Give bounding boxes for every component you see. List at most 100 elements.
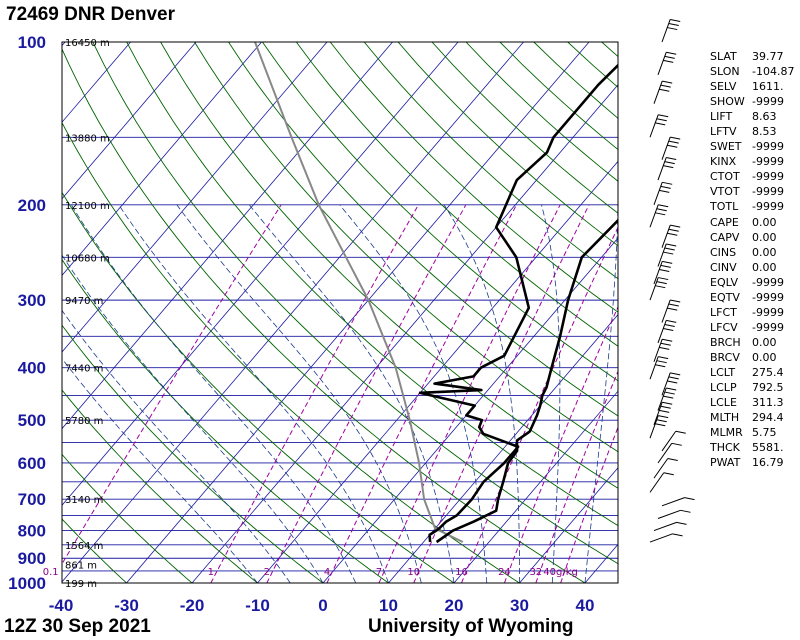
- temperature-tick-label: 10: [379, 596, 398, 615]
- isotherm-line: [191, 84, 618, 583]
- height-label: 12100 m: [65, 201, 110, 212]
- wind-barb-flag: [655, 212, 666, 216]
- observation-date: 12Z 30 Sep 2021: [4, 616, 151, 637]
- wind-barb-staff: [661, 19, 671, 43]
- wind-barb-icon: [653, 457, 678, 479]
- wind-barb-flag: [660, 264, 671, 268]
- wind-barb-icon: [661, 299, 681, 323]
- wind-barb-staff: [661, 430, 677, 452]
- wind-barb-staff: [657, 443, 673, 464]
- wind-barb-flag: [670, 224, 681, 228]
- moist-adiabat-line: [176, 204, 422, 583]
- index-row: LCLT 275.4: [710, 365, 794, 380]
- wind-barb-flag: [660, 84, 671, 88]
- wind-barb-icon: [649, 415, 669, 439]
- wind-barb-flag: [664, 161, 675, 165]
- wind-barb-flag: [663, 59, 674, 63]
- wind-barb-flag: [663, 165, 674, 169]
- wind-barb-flag: [659, 189, 670, 193]
- wind-barb-flag: [659, 268, 670, 272]
- wind-barb-icon: [649, 356, 669, 380]
- index-row: EQLV -9999: [710, 275, 794, 290]
- wind-barb-flag: [658, 415, 669, 419]
- index-key: SLON: [710, 65, 740, 79]
- wind-barb-flag: [668, 23, 679, 26]
- wind-barb-staff: [661, 136, 671, 160]
- wind-barb-icon: [661, 18, 681, 43]
- wind-barb-flag: [662, 80, 673, 84]
- index-value: 5.75: [752, 426, 777, 440]
- index-value: 0.00: [752, 215, 777, 229]
- dry-adiabat-line: [62, 389, 258, 583]
- wind-barb-staff: [661, 497, 685, 507]
- wind-barb-flag: [671, 442, 682, 446]
- index-key: LFCT: [710, 305, 737, 319]
- dry-adiabat-line: [62, 258, 389, 583]
- wind-barb-flag: [664, 323, 675, 327]
- moist-adiabat-line: [118, 204, 389, 583]
- index-value: -9999: [752, 170, 784, 184]
- wind-barb-flag: [662, 338, 673, 342]
- index-row: TOTL -9999: [710, 199, 794, 214]
- mixing-ratio-line: [62, 204, 282, 565]
- wind-barb-icon: [661, 372, 681, 396]
- isotherm-line: [519, 467, 618, 583]
- index-row: BRCH 0.00: [710, 335, 794, 350]
- wind-barb-staff: [653, 182, 663, 206]
- wind-barb-flag: [658, 356, 669, 360]
- wind-barb-flag: [662, 181, 673, 185]
- height-label: 199 m: [65, 579, 97, 590]
- pressure-tick-label: 100: [18, 33, 46, 52]
- mixing-ratio-line: [378, 204, 561, 583]
- wind-barb-staff: [657, 157, 667, 181]
- isotherm-line: [62, 42, 197, 200]
- index-value: 8.63: [752, 110, 777, 124]
- mixing-ratio-label: 10: [407, 567, 420, 578]
- wind-barb-icon: [657, 157, 677, 181]
- wind-barb-staff: [653, 402, 663, 425]
- wind-barb-icon: [661, 430, 686, 452]
- wind-barb-flag: [680, 509, 691, 513]
- height-label: 3140 m: [65, 495, 103, 506]
- wind-barb-flag: [655, 285, 666, 289]
- index-value: -9999: [752, 200, 784, 214]
- wind-barb-staff: [653, 261, 663, 285]
- dry-adiabat-line: [62, 121, 520, 583]
- dry-adiabat-line: [262, 42, 618, 382]
- wind-barb-flag: [664, 391, 675, 395]
- temperature-tick-label: 30: [510, 596, 529, 615]
- wind-barb-flag: [663, 472, 674, 476]
- dry-adiabat-line: [62, 324, 324, 583]
- index-row: SLAT 39.77: [710, 49, 794, 64]
- index-key: CTOT: [710, 170, 740, 184]
- wind-barb-staff: [661, 299, 671, 323]
- wind-barb-icon: [657, 51, 677, 76]
- wind-barb-flag: [666, 319, 677, 323]
- index-value: 294.4: [752, 411, 784, 425]
- wind-barb-flag: [667, 144, 678, 148]
- wind-barb-flag: [667, 380, 678, 384]
- wind-barb-flag: [666, 157, 677, 161]
- index-row: LFCV -9999: [710, 320, 794, 335]
- mixing-ratio-line: [560, 425, 618, 583]
- index-row: CINS 0.00: [710, 245, 794, 260]
- height-label: 861 m: [65, 561, 97, 572]
- index-row: CAPE 0.00: [710, 215, 794, 230]
- mixing-ratio-label: 2: [264, 567, 270, 578]
- isotherm-line: [257, 160, 618, 583]
- index-value: -9999: [752, 155, 784, 169]
- index-key: TOTL: [710, 200, 739, 214]
- wind-barb-icon: [661, 224, 681, 248]
- mixing-ratio-line: [210, 204, 419, 583]
- stability-indices-panel: SLAT 39.77 SLON -104.87 SELV 1611. SHOW -9999 LI…: [710, 49, 794, 470]
- wind-barb-flag: [660, 405, 671, 409]
- pressure-tick-label: 500: [18, 411, 46, 430]
- index-key: LIFT: [710, 110, 733, 124]
- wind-barb-icon: [657, 243, 677, 267]
- wind-barb-flag: [658, 204, 669, 208]
- height-label: 1564 m: [65, 541, 103, 552]
- temperature-tick-label: 40: [576, 596, 595, 615]
- index-key: KINX: [710, 155, 737, 169]
- index-key: EQTV: [710, 290, 740, 304]
- index-row: MLTH 294.4: [710, 410, 794, 425]
